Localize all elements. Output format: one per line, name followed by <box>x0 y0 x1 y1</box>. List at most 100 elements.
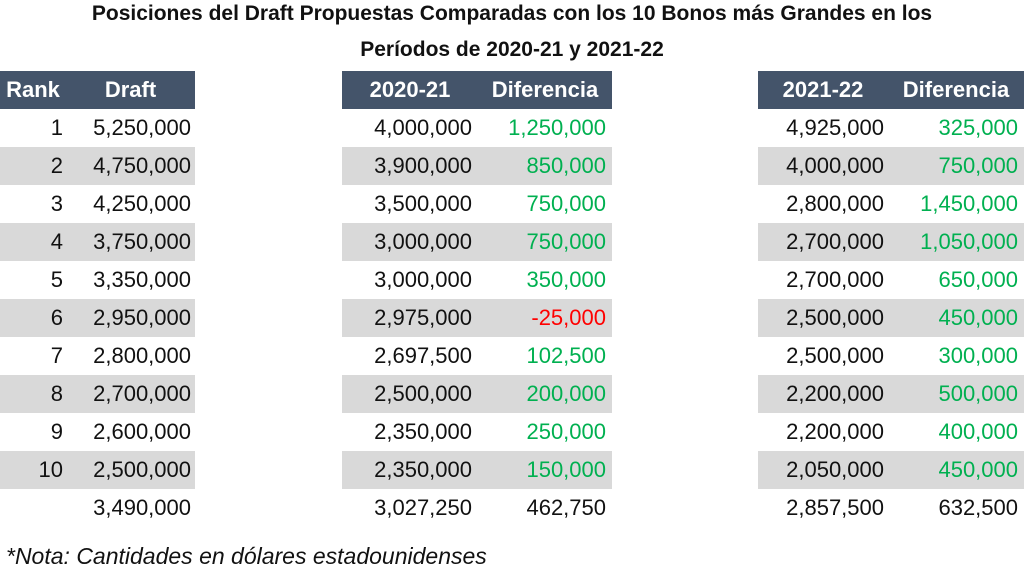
table-row: 3,000,000 750,000 <box>342 223 612 261</box>
diff-2021-cell: 450,000 <box>938 305 1018 330</box>
season-2020-cell: 2,975,000 <box>374 305 472 330</box>
season-2020-cell: 2,350,000 <box>374 457 472 482</box>
diff-2021-cell: 325,000 <box>938 115 1018 140</box>
diff-2020-cell: 850,000 <box>526 153 606 178</box>
season-2020-table-header: 2020-21 Diferencia <box>342 71 612 109</box>
season-2021-cell: 2,200,000 <box>786 419 884 444</box>
table-row: 2,050,000 450,000 <box>758 451 1024 489</box>
season-2021-cell: 2,800,000 <box>786 191 884 216</box>
diff-2020-cell: -25,000 <box>531 305 606 330</box>
draft-cell: 2,950,000 <box>93 305 191 330</box>
draft-cell: 5,250,000 <box>93 115 191 140</box>
season-2020-cell: 3,000,000 <box>374 267 472 292</box>
draft-cell: 4,250,000 <box>93 191 191 216</box>
rank-cell: 8 <box>50 381 63 406</box>
season-2020-cell: 4,000,000 <box>374 115 472 140</box>
diff-2020-cell: 750,000 <box>526 229 606 254</box>
diff-2021-cell: 500,000 <box>938 381 1018 406</box>
diff-2021-cell: 450,000 <box>938 457 1018 482</box>
table-row: 4,000,000 1,250,000 <box>342 109 612 147</box>
table-row: 2,800,000 1,450,000 <box>758 185 1024 223</box>
season-2021-cell: 4,000,000 <box>786 153 884 178</box>
table-row: 2,200,000 400,000 <box>758 413 1024 451</box>
table-row: 3,900,000 850,000 <box>342 147 612 185</box>
diff-2020-cell: 350,000 <box>526 267 606 292</box>
draft-table-header: Rank Draft <box>0 71 195 109</box>
totals-row: 3,027,250 462,750 <box>342 489 612 527</box>
table-row: 7 2,800,000 <box>0 337 195 375</box>
diff-2021-header: Diferencia <box>902 77 1010 102</box>
rank-cell: 9 <box>50 419 63 444</box>
season-2020-cell: 3,000,000 <box>374 229 472 254</box>
season-2020-cell: 3,900,000 <box>374 153 472 178</box>
rank-cell: 2 <box>50 153 63 178</box>
table-row: 2,700,000 650,000 <box>758 261 1024 299</box>
rank-cell: 4 <box>50 229 63 254</box>
diff-2021-total: 632,500 <box>938 495 1018 520</box>
season-2020-table: 2020-21 Diferencia 4,000,000 1,250,000 3,9… <box>342 71 612 527</box>
table-row: 4,925,000 325,000 <box>758 109 1024 147</box>
draft-cell: 3,350,000 <box>93 267 191 292</box>
draft-cell: 4,750,000 <box>93 153 191 178</box>
season-2021-cell: 2,700,000 <box>786 267 884 292</box>
table-row: 2,350,000 250,000 <box>342 413 612 451</box>
totals-row: 3,490,000 <box>0 489 195 527</box>
diff-2021-cell: 750,000 <box>938 153 1018 178</box>
diff-2021-cell: 1,450,000 <box>920 191 1018 216</box>
draft-cell: 2,700,000 <box>93 381 191 406</box>
rank-cell: 1 <box>50 115 63 140</box>
diff-2021-cell: 1,050,000 <box>920 229 1018 254</box>
season-2020-cell: 2,697,500 <box>374 343 472 368</box>
season-2021-table-header: 2021-22 Diferencia <box>758 71 1024 109</box>
table-row: 2,975,000 -25,000 <box>342 299 612 337</box>
table-row: 2,200,000 500,000 <box>758 375 1024 413</box>
table-row: 4 3,750,000 <box>0 223 195 261</box>
season-2021-cell: 2,500,000 <box>786 343 884 368</box>
table-row: 2,697,500 102,500 <box>342 337 612 375</box>
footnote: *Nota: Cantidades en dólares estadounide… <box>6 543 487 569</box>
rank-cell: 7 <box>50 343 63 368</box>
draft-cell: 3,750,000 <box>93 229 191 254</box>
rank-cell: 3 <box>50 191 63 216</box>
table-row: 2,500,000 450,000 <box>758 299 1024 337</box>
season-2020-header: 2020-21 <box>369 77 451 102</box>
report-title: Posiciones del Draft Propuestas Comparad… <box>0 0 1024 68</box>
diff-2020-cell: 102,500 <box>526 343 606 368</box>
table-row: 3,000,000 350,000 <box>342 261 612 299</box>
title-line-2: Períodos de 2020-21 y 2021-22 <box>360 38 664 61</box>
season-2021-header: 2021-22 <box>782 77 864 102</box>
rank-cell: 6 <box>50 305 63 330</box>
season-2021-cell: 2,200,000 <box>786 381 884 406</box>
table-row: 3,500,000 750,000 <box>342 185 612 223</box>
draft-header: Draft <box>104 77 157 102</box>
table-row: 10 2,500,000 <box>0 451 195 489</box>
season-2021-total: 2,857,500 <box>786 495 884 520</box>
draft-cell: 2,600,000 <box>93 419 191 444</box>
season-2020-cell: 2,500,000 <box>374 381 472 406</box>
table-row: 5 3,350,000 <box>0 261 195 299</box>
diff-2021-cell: 650,000 <box>938 267 1018 292</box>
table-row: 1 5,250,000 <box>0 109 195 147</box>
diff-2020-cell: 150,000 <box>526 457 606 482</box>
draft-total: 3,490,000 <box>93 495 191 520</box>
table-row: 2,700,000 1,050,000 <box>758 223 1024 261</box>
season-2020-cell: 2,350,000 <box>374 419 472 444</box>
table-row: 2,500,000 200,000 <box>342 375 612 413</box>
table-row: 6 2,950,000 <box>0 299 195 337</box>
season-2021-cell: 2,050,000 <box>786 457 884 482</box>
season-2020-total: 3,027,250 <box>374 495 472 520</box>
season-2021-cell: 2,500,000 <box>786 305 884 330</box>
diff-2021-cell: 400,000 <box>938 419 1018 444</box>
rank-cell: 5 <box>50 267 63 292</box>
season-2021-cell: 2,700,000 <box>786 229 884 254</box>
table-row: 4,000,000 750,000 <box>758 147 1024 185</box>
title-line-1: Posiciones del Draft Propuestas Comparad… <box>91 2 933 25</box>
table-row: 8 2,700,000 <box>0 375 195 413</box>
diff-2020-cell: 1,250,000 <box>508 115 606 140</box>
draft-cell: 2,800,000 <box>93 343 191 368</box>
season-2021-table: 2021-22 Diferencia 4,925,000 325,000 4,000… <box>758 71 1024 527</box>
rank-cell: 10 <box>38 457 63 482</box>
season-2021-cell: 4,925,000 <box>786 115 884 140</box>
diff-2020-header: Diferencia <box>491 77 599 102</box>
diff-2020-cell: 200,000 <box>526 381 606 406</box>
